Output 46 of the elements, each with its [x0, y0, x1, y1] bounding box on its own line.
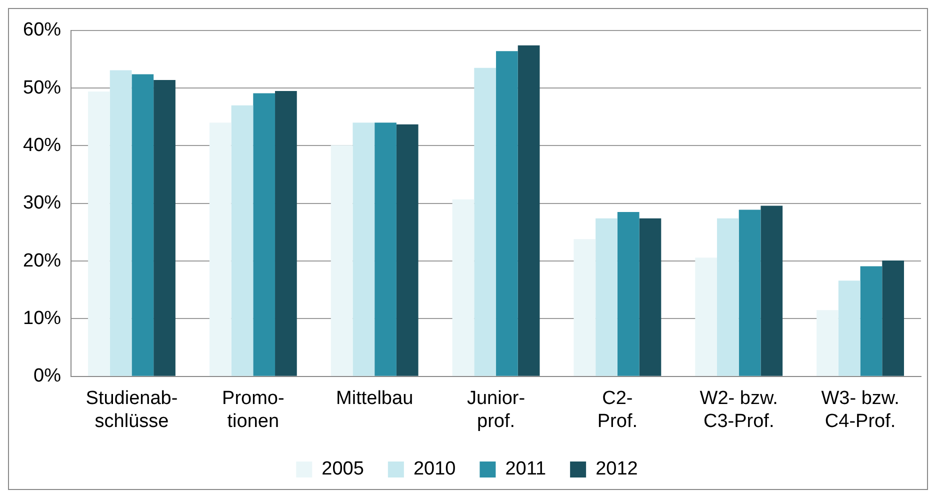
- legend-label: 2012: [596, 458, 638, 480]
- bar: [882, 260, 904, 376]
- y-tick-label: 60%: [22, 20, 62, 41]
- bar: [639, 218, 662, 376]
- x-tick-label: C2- Prof.: [597, 388, 638, 432]
- bar: [496, 51, 518, 376]
- bar: [816, 310, 838, 376]
- bar: [154, 80, 176, 376]
- bar: [838, 280, 860, 376]
- bar: [209, 122, 232, 376]
- x-tick-label: W2- bzw. C3-Prof.: [700, 388, 778, 432]
- bar: [574, 239, 596, 376]
- bar: [518, 45, 540, 376]
- bar: [352, 122, 375, 376]
- bar: [695, 258, 718, 376]
- y-tick-label: 0%: [34, 366, 62, 387]
- legend-label: 2005: [322, 458, 364, 480]
- bar: [132, 74, 154, 376]
- bar: [738, 210, 761, 376]
- x-tick-label: Studienab- schlüsse: [86, 388, 178, 432]
- bar: [474, 68, 496, 376]
- x-tick-label: Junior- prof.: [466, 388, 526, 432]
- y-tick-label: 40%: [22, 134, 62, 156]
- bar: [617, 212, 640, 376]
- bar: [860, 266, 882, 376]
- x-tick-label: W3- bzw. C4-Prof.: [821, 388, 900, 432]
- y-tick-label: 50%: [22, 77, 62, 98]
- bar: [396, 124, 418, 376]
- x-tick-label: Mittelbau: [336, 388, 414, 410]
- bar: [596, 218, 618, 376]
- x-tick-label: Promo- tionen: [222, 388, 284, 432]
- bar: [452, 199, 474, 376]
- bar: [760, 206, 783, 376]
- bar: [330, 145, 353, 376]
- y-tick-label: 20%: [22, 250, 62, 272]
- y-tick-label: 30%: [22, 192, 62, 214]
- bar: [88, 92, 110, 376]
- bar: [275, 90, 297, 376]
- legend-label: 2011: [505, 458, 546, 480]
- bar: [231, 105, 254, 376]
- bar: [253, 93, 276, 376]
- legend-label: 2010: [413, 458, 456, 480]
- bar: [110, 70, 132, 376]
- bar: [717, 218, 739, 376]
- y-tick-label: 10%: [22, 308, 62, 329]
- bar: [374, 122, 396, 376]
